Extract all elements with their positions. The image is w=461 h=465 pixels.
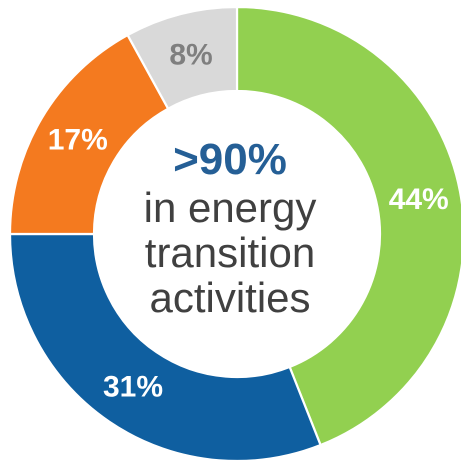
donut-slice-2 — [8, 232, 322, 463]
donut-slices — [8, 5, 461, 463]
slice-labels: 44% 31% 17% 8% — [48, 38, 449, 403]
donut-slice-4 — [126, 5, 239, 111]
center-headline: >90% — [173, 135, 287, 184]
slice-label-4: 8% — [169, 38, 212, 71]
donut-slice-1 — [235, 5, 461, 447]
center-callout: >90% in energy transition activities — [80, 135, 380, 320]
slice-label-1: 44% — [389, 183, 449, 216]
center-line-1: in energy — [143, 184, 317, 231]
slice-label-3: 17% — [48, 123, 108, 156]
slice-label-2: 31% — [103, 371, 163, 404]
center-line-3: activities — [149, 274, 311, 321]
center-line-2: transition — [144, 229, 316, 276]
